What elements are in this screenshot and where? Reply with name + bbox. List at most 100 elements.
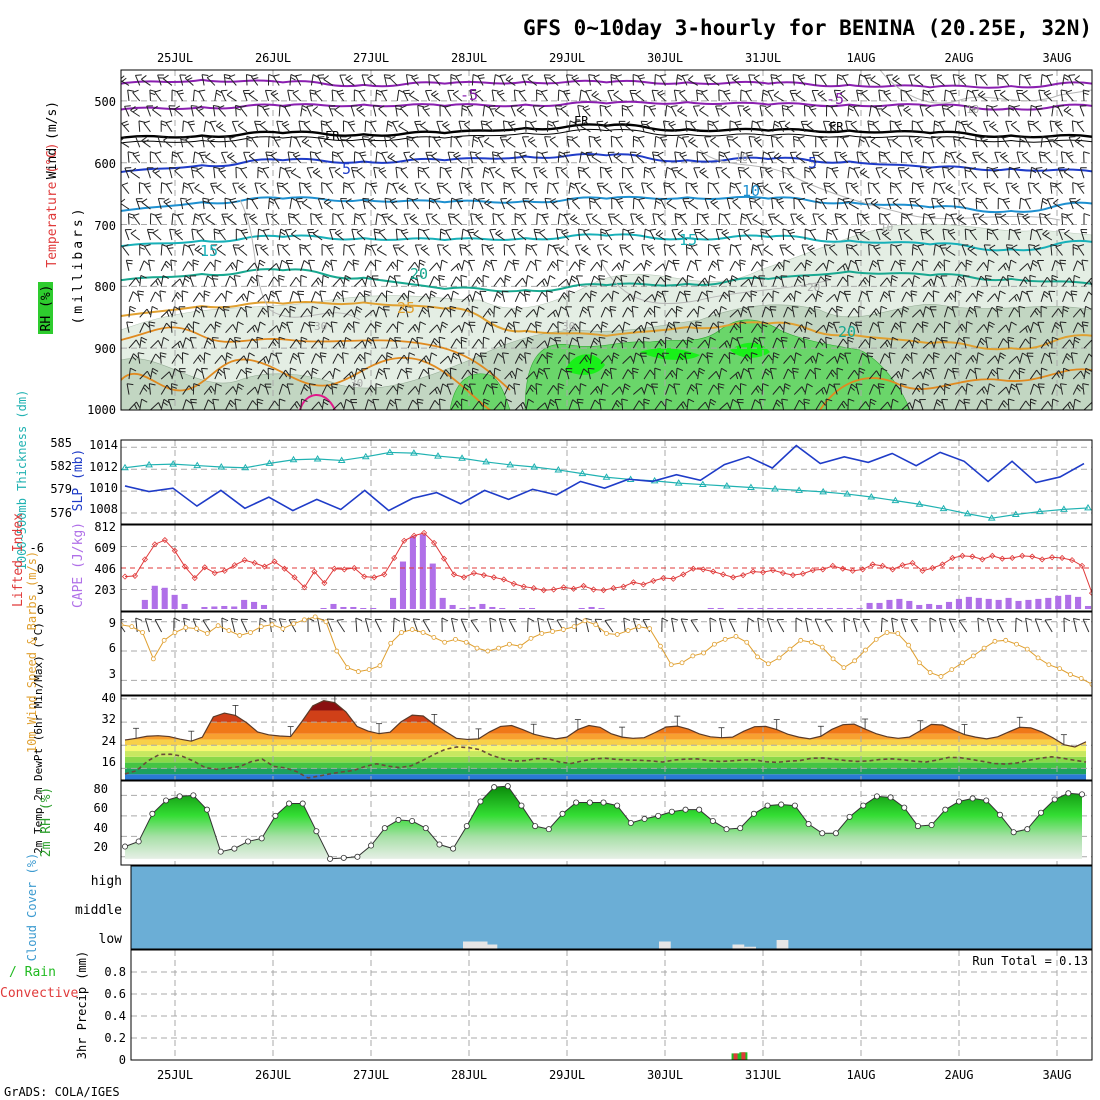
wind-barb-staff <box>737 105 742 117</box>
wind-barb-flag <box>853 105 860 108</box>
wind-barb-flag <box>237 121 244 126</box>
wind-barb-flag <box>630 151 637 153</box>
wind-barb <box>694 259 702 272</box>
wind-barb <box>563 89 571 102</box>
wind-barb-flag <box>149 92 156 96</box>
wind-barb-staff <box>484 141 495 148</box>
wind-barb <box>953 135 960 148</box>
wind-barb <box>543 74 551 86</box>
wind-barb <box>203 290 211 302</box>
wind-barb-flag <box>650 108 657 110</box>
wind-barb-flag <box>564 92 571 95</box>
wind-barb <box>538 105 548 117</box>
wind-barb-staff <box>384 198 388 210</box>
wind-barb <box>504 260 514 272</box>
wind-barb-staff <box>395 167 398 179</box>
wind-barb-flag <box>526 247 532 251</box>
wind-barb-staff <box>171 213 174 225</box>
wind-barb-staff <box>380 91 387 102</box>
wind-barb-staff <box>786 107 795 117</box>
wind-barb <box>226 152 237 164</box>
wind-barb <box>452 90 462 102</box>
wind-barb <box>268 276 279 287</box>
wind-barb-flag <box>1074 75 1081 80</box>
wind-barb <box>577 166 585 179</box>
wind-barb-flag <box>139 246 145 250</box>
wind-barb-flag <box>727 139 734 141</box>
wind-barb-staff <box>975 136 978 148</box>
wind-barb-flag <box>394 275 401 277</box>
wind-barb <box>149 89 157 101</box>
wind-barb-flag <box>477 74 485 77</box>
wind-barb-flag <box>337 151 344 155</box>
wind-barb-flag <box>148 259 155 262</box>
wind-barb-staff <box>1072 182 1074 194</box>
wind-barb-flag <box>876 108 883 110</box>
wind-barb <box>701 89 709 102</box>
x-tick-top-label: 29JUL <box>549 51 585 65</box>
wind-barb-staff <box>761 89 764 101</box>
wind-barb-flag <box>951 92 957 95</box>
wind-barb-flag <box>593 136 601 140</box>
wind-barb-flag <box>341 290 349 293</box>
wind-barb <box>224 135 231 148</box>
wind-barb-flag <box>997 76 1003 80</box>
wind-barb <box>615 135 624 148</box>
wind-barb <box>425 151 433 163</box>
wind-barb-flag <box>659 74 667 77</box>
wind-barb <box>181 290 189 302</box>
wind-barb-staff <box>1060 151 1064 163</box>
x-tick-top-label: 27JUL <box>353 51 389 65</box>
wind-barb-flag <box>237 259 244 264</box>
wind-barb-staff <box>121 184 130 194</box>
wind-barb <box>162 74 173 86</box>
wind-barb-flag <box>431 152 438 157</box>
wind-barb-flag <box>196 105 203 110</box>
wind-barb-staff <box>870 141 881 148</box>
wind-barb <box>310 74 319 86</box>
wind-barb <box>682 136 689 148</box>
wind-barb-staff <box>278 275 280 287</box>
wind-barb <box>206 74 216 86</box>
wind-barb-flag <box>707 120 715 123</box>
wind-barb-flag <box>736 123 742 126</box>
wind-barb <box>566 135 574 148</box>
wind-barb-flag <box>185 136 192 141</box>
wind-barb-flag <box>362 136 369 138</box>
wind-barb-flag <box>159 290 167 293</box>
wind-barb <box>927 151 935 163</box>
wind-barb <box>361 136 369 148</box>
wind-barb-flag <box>791 92 797 95</box>
wind-barb-staff <box>662 120 667 132</box>
wind-barb <box>347 120 356 133</box>
wind-barb-staff <box>289 198 293 210</box>
wind-barb-flag <box>248 151 255 157</box>
wind-barb <box>403 213 411 225</box>
wind-barb-flag <box>339 74 347 76</box>
wind-barb-staff <box>227 217 237 225</box>
wind-barb-flag <box>931 197 939 200</box>
x-tick-bottom-label: 27JUL <box>353 1068 389 1082</box>
wind-barb-staff <box>754 200 763 210</box>
wind-barb-staff <box>704 198 709 210</box>
wind-barb-flag <box>441 259 448 264</box>
wind-barb-flag <box>215 259 222 263</box>
wind-barb <box>599 104 607 117</box>
wind-barb-flag <box>753 74 760 79</box>
wind-barb-staff <box>422 107 430 117</box>
wind-barb <box>1011 182 1020 195</box>
wind-barb-flag <box>571 136 578 140</box>
wind-barb-flag <box>450 76 457 80</box>
wind-barb-staff <box>578 229 581 241</box>
wind-barb-flag <box>304 139 310 144</box>
wind-barb <box>479 290 487 302</box>
wind-barb-flag <box>980 136 987 140</box>
wind-barb <box>154 89 162 102</box>
wind-barb-flag <box>670 123 676 127</box>
wind-barb-flag <box>782 166 789 170</box>
wind-barb-flag <box>1017 92 1023 95</box>
wind-barb <box>235 259 244 271</box>
wind-barb <box>875 105 883 117</box>
wind-barb-flag <box>389 74 396 79</box>
wind-barb-flag <box>552 120 559 123</box>
